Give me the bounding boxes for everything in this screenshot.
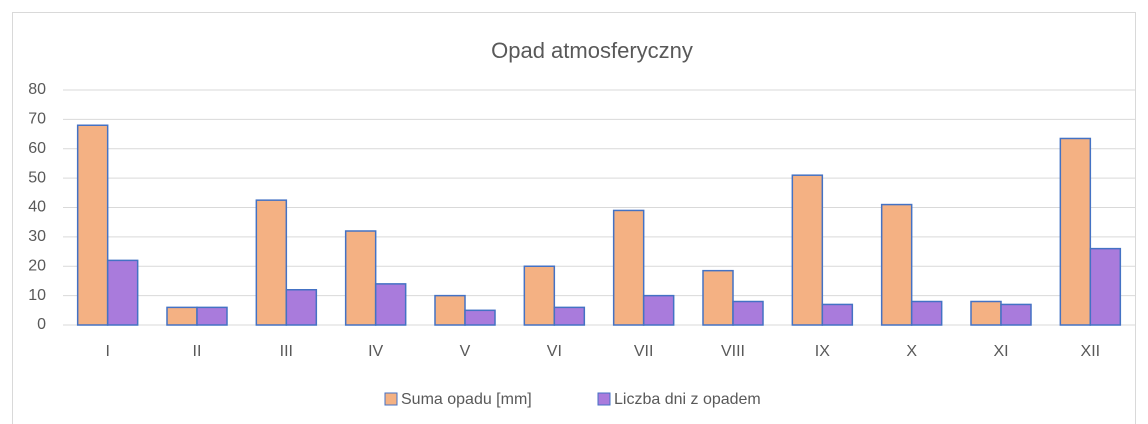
bar: [970, 300, 1002, 326]
x-tick-label: II: [193, 343, 202, 360]
chart-frame: [12, 12, 1136, 424]
bar: [553, 306, 586, 326]
x-tick-label: VII: [634, 343, 654, 360]
bar: [166, 306, 198, 326]
y-tick-label: 30: [28, 228, 46, 245]
bar: [732, 300, 764, 326]
y-tick-label: 40: [28, 199, 46, 216]
x-tick-label: IV: [368, 343, 383, 360]
x-tick-label: XI: [993, 343, 1008, 360]
x-tick-label: IX: [815, 343, 830, 360]
legend-swatch: [597, 392, 611, 406]
bar: [255, 199, 288, 326]
bar: [374, 283, 407, 326]
x-tick-label: I: [105, 343, 109, 360]
x-tick-label: V: [460, 343, 471, 360]
chart-title: Opad atmosferyczny: [491, 38, 693, 63]
legend-label: Liczba dni z opadem: [614, 391, 761, 408]
bar: [880, 203, 913, 326]
legend-label: Suma opadu [mm]: [401, 391, 532, 408]
x-tick-label: VIII: [721, 343, 745, 360]
bar: [464, 309, 496, 326]
y-tick-label: 70: [28, 111, 46, 128]
bar: [523, 265, 556, 326]
y-tick-label: 10: [28, 287, 46, 304]
bar: [702, 269, 734, 326]
bar: [1089, 247, 1122, 326]
bar: [196, 306, 228, 326]
y-tick-label: 50: [28, 169, 46, 186]
bar: [285, 289, 318, 326]
bar: [106, 259, 139, 326]
y-tick-label: 80: [28, 81, 46, 98]
bar: [642, 294, 675, 326]
y-tick-label: 0: [37, 316, 46, 333]
bar: [76, 124, 109, 326]
bar: [1059, 137, 1092, 326]
bar: [791, 174, 824, 326]
legend-swatch: [384, 392, 398, 406]
x-tick-label: XII: [1081, 343, 1101, 360]
y-tick-label: 60: [28, 140, 46, 157]
bar: [344, 230, 377, 326]
bar: [612, 209, 645, 326]
bar: [434, 294, 466, 326]
bar: [821, 303, 854, 326]
bar: [910, 300, 943, 326]
y-tick-label: 20: [28, 257, 46, 274]
bar: [1000, 303, 1032, 326]
x-tick-label: III: [280, 343, 293, 360]
x-tick-label: X: [906, 343, 917, 360]
x-tick-label: VI: [547, 343, 562, 360]
